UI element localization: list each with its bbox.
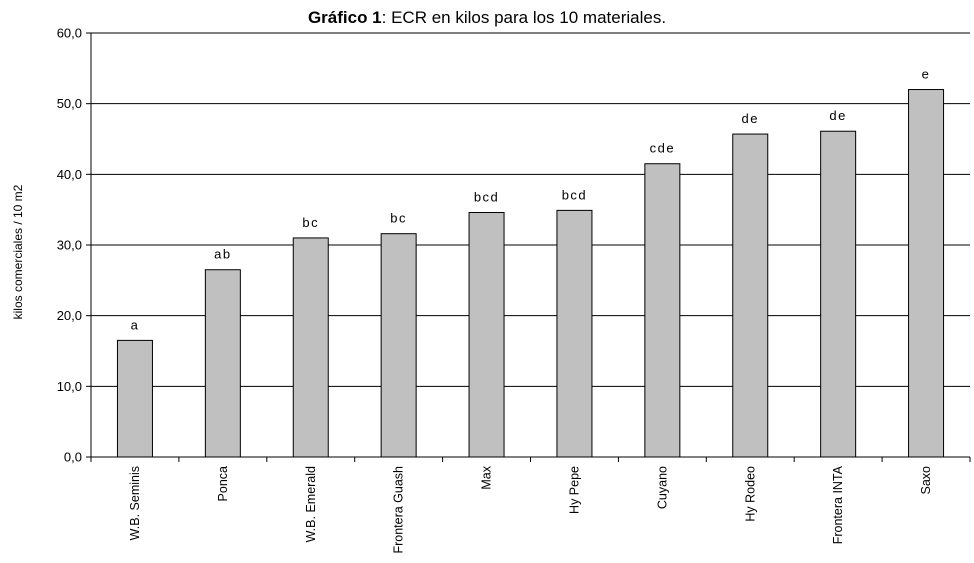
y-tick-labels: 0,0 10,0 20,0 30,0 40,0 50,0 60,0	[57, 26, 82, 465]
bar	[116, 339, 153, 458]
chart-title-text: : ECR en kilos para los 10 materiales.	[381, 8, 667, 27]
category-label: W.B. Emerald	[304, 466, 318, 542]
bar	[732, 133, 769, 458]
category-label: Max	[480, 465, 494, 489]
category-label: Frontera Guash	[392, 466, 406, 554]
chart-title: Gráfico 1: ECR en kilos para los 10 mate…	[0, 8, 974, 28]
category-label: Saxo	[919, 466, 933, 495]
significance-label: bc	[302, 215, 319, 230]
category-label: Hy Rodeo	[743, 466, 757, 522]
bar	[292, 237, 329, 458]
y-tick-label: 30,0	[57, 238, 82, 253]
significance-label: e	[922, 67, 931, 82]
bar	[468, 211, 505, 458]
y-tick-label: 10,0	[57, 379, 82, 394]
y-tick-label: 0,0	[64, 450, 82, 465]
significance-labels: a ab bc bc bcd bcd cde de de e	[131, 67, 931, 333]
bar	[820, 130, 857, 458]
significance-label: bcd	[562, 187, 587, 202]
bar	[908, 89, 945, 458]
significance-label: de	[829, 108, 846, 123]
chart-title-bold: Gráfico 1	[307, 8, 382, 27]
y-tick-label: 60,0	[57, 26, 82, 41]
significance-label: a	[131, 317, 140, 332]
significance-label: cde	[650, 141, 675, 156]
y-tick-label: 20,0	[57, 308, 82, 323]
bar	[556, 209, 593, 458]
category-label: W.B. Seminis	[128, 466, 142, 540]
significance-label: de	[742, 111, 759, 126]
category-label: Ponca	[216, 466, 230, 501]
category-label: Cuyano	[655, 466, 669, 509]
bar	[380, 233, 417, 458]
significance-label: ab	[214, 247, 231, 262]
significance-label: bcd	[474, 189, 499, 204]
category-label: Hy Pepe	[567, 466, 581, 514]
category-labels: W.B. Seminis Ponca W.B. Emerald Frontera Gu…	[128, 465, 933, 553]
y-tick-label: 40,0	[57, 167, 82, 182]
category-label: Frontera INTA	[831, 465, 845, 544]
y-tick-label: 50,0	[57, 96, 82, 111]
significance-label: bc	[390, 211, 407, 226]
bars	[116, 89, 945, 458]
y-axis-label: kilos comerciales / 10 m2	[11, 184, 25, 319]
bar	[204, 269, 241, 458]
bar	[644, 163, 681, 458]
